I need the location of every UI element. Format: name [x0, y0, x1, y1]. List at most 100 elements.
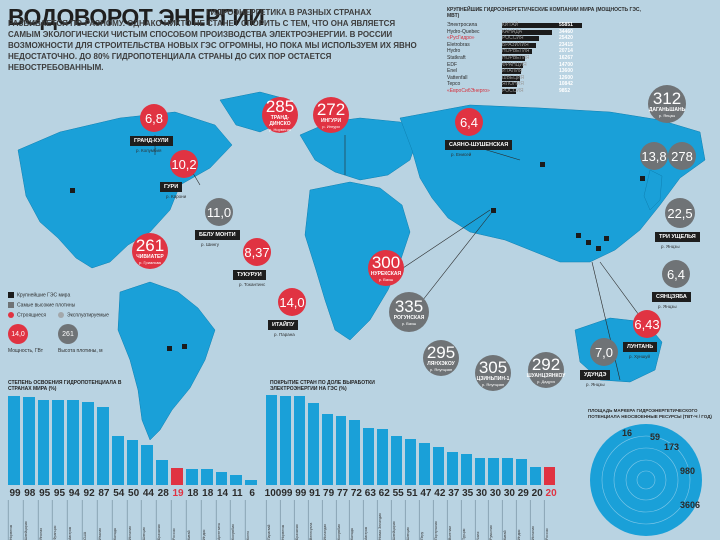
marker-value: 272 — [316, 100, 346, 119]
company-value: 55851 — [559, 22, 573, 28]
marker-value: 312 — [652, 89, 682, 108]
plant-marker — [604, 236, 609, 241]
marker-location: р. Енисей — [451, 152, 472, 157]
company-country: ЯПОНИЯ — [502, 81, 524, 88]
bar-category: Россия — [544, 500, 558, 540]
bar-category: Турция — [460, 500, 475, 540]
marker-value: 6,4 — [459, 114, 479, 130]
table-row: Enel ИТАЛИЯ 13600 — [447, 68, 642, 75]
company-value: 25420 — [559, 35, 573, 42]
company-country: НОРВЕГИЯ — [502, 54, 530, 61]
bar — [363, 428, 375, 485]
bar-category: Канада — [111, 500, 127, 540]
marker-value: 7,0 — [594, 344, 614, 360]
bar-category: Австрия — [67, 500, 83, 540]
table-row: EDF ФРАНЦИЯ 14700 — [447, 62, 642, 69]
potential-value: 3606 — [680, 500, 701, 510]
potential-circle — [613, 447, 679, 513]
company-value: 14700 — [559, 61, 573, 68]
marker-value: 335 — [394, 297, 424, 316]
company-country: РОССИЯ — [502, 35, 524, 42]
bar-category: Бразилия — [293, 500, 308, 540]
table-bar — [502, 82, 518, 88]
marker-location: р. Ингури — [322, 124, 340, 129]
marker-longtan: 6,43 — [633, 310, 661, 338]
page-title: ВОДОВОРОТ ЭНЕРГИИ — [8, 4, 265, 30]
bar-value: 77 — [336, 488, 349, 499]
marker-location: р. Ялунцзян — [481, 382, 505, 387]
marker-label: ТРАНД-ДИНСКО — [269, 115, 291, 127]
bar-value: 62 — [378, 488, 390, 499]
plant-marker — [586, 240, 591, 245]
bar-value: 92 — [83, 488, 95, 499]
plant-marker — [596, 246, 601, 251]
bar-value: 55 — [392, 488, 404, 499]
bar-value: 51 — [406, 488, 418, 499]
marker-lianghekou: 295 ЛЯНХЭКОУ р. Ялунцзян — [423, 340, 459, 376]
marker-value: 13,8 — [641, 148, 667, 164]
company-name: Vattenfall — [447, 74, 468, 81]
marker-plaque: ЛУНТАНЬ — [623, 342, 658, 352]
bar-value: 95 — [53, 488, 66, 499]
bar-category: Китай — [502, 500, 517, 540]
marker-location: р. Вахш — [401, 321, 417, 326]
bar-category: США — [82, 500, 97, 540]
table-bar — [502, 55, 526, 61]
bar-category: Норвегия — [279, 500, 294, 540]
marker-rogun: 335 РОГУНСКАЯ р. Вахш — [389, 292, 429, 332]
marker-plaque: УДУНДЭ — [580, 370, 611, 380]
plant-marker — [640, 176, 645, 181]
company-name: Hydro-Quebec — [447, 28, 480, 35]
company-country: ИТАЛИЯ — [502, 68, 523, 75]
continent-north-america — [17, 111, 233, 269]
potential-circles — [590, 424, 702, 536]
company-table-rows: Электросила КИТАЙ 55851 Hydro-Quebec КАНАДА 3… — [447, 22, 642, 95]
marker-value: 22,5 — [667, 205, 693, 221]
bar-category: Индия — [200, 500, 216, 540]
bar — [405, 439, 416, 485]
continent-africa — [304, 181, 411, 341]
marker-location: р. Токантинс — [239, 282, 266, 287]
bar — [200, 468, 213, 485]
bar-value: 20 — [531, 488, 543, 499]
chart1-title: СТЕПЕНЬ ОСВОЕНИЯ ГИДРОПОТЕНЦИАЛА В СТРАН… — [8, 380, 122, 392]
marker-label: ИНГУРИ — [320, 118, 342, 124]
bar-category: Япония — [37, 500, 53, 540]
company-name: «РусГидро» — [447, 35, 475, 42]
plant-marker — [576, 233, 581, 238]
marker-grand-coulee: 6,8 — [140, 104, 168, 132]
bar-value: 54 — [113, 488, 125, 499]
marker-location: р. Янцзы — [661, 244, 680, 249]
company-country: КИТАЙ — [502, 22, 519, 28]
bar — [215, 472, 228, 485]
marker-label: ДАГАНЬШАНЬ — [648, 107, 686, 113]
table-row: Hydro-Quebec КАНАДА 34460 — [447, 29, 642, 36]
marker-value: 6,43 — [634, 316, 660, 332]
bar-category: Парагвай — [266, 500, 280, 540]
table-bar — [502, 88, 517, 94]
marker-value: 10,2 — [171, 156, 197, 172]
company-value: 13600 — [559, 68, 573, 75]
legend-height-sample: 261 — [58, 324, 78, 344]
bar-value: 91 — [309, 488, 321, 499]
continent-south-america — [117, 281, 216, 441]
plant-marker — [182, 344, 187, 349]
marker-value: 292 — [531, 355, 561, 374]
bar-value: 30 — [489, 488, 502, 499]
table-bar — [502, 23, 582, 28]
table-row: Vattenfall ШВЕЦИЯ 12600 — [447, 75, 642, 82]
bar-value: 29 — [517, 488, 529, 499]
table-row: Tepco ЯПОНИЯ 10842 — [447, 81, 642, 88]
bar — [156, 459, 169, 485]
company-country: НОРВЕГИЯ — [502, 48, 530, 55]
bar — [460, 453, 472, 485]
bar — [432, 447, 444, 485]
marker-location: р. Янцзы — [658, 113, 676, 118]
bar-category: Испания — [126, 500, 142, 540]
marker-shuangjiang: 292 ШУАНЦЗЯНКОУ р. Дадухэ — [527, 352, 565, 388]
plant-marker — [70, 188, 75, 193]
company-value: 23415 — [559, 41, 573, 48]
potential-circle — [601, 435, 691, 525]
marker-value: 6,8 — [144, 110, 164, 126]
